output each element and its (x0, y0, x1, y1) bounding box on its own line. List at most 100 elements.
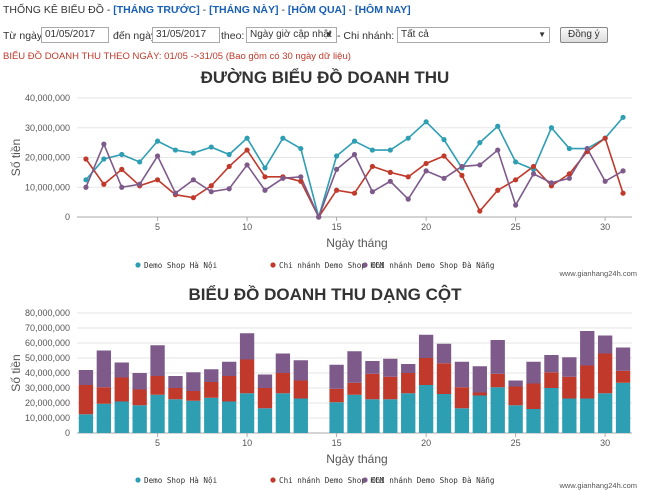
bar-segment (275, 353, 291, 373)
bar-segment (132, 373, 147, 390)
bar-segment (114, 377, 129, 402)
data-point (190, 150, 196, 156)
to-date-input[interactable]: 31/05/2017 (152, 27, 220, 43)
data-point (280, 175, 286, 181)
bar-segment (436, 363, 452, 394)
bar-segment (257, 408, 273, 433)
nav-link-yesterday[interactable]: [HÔM QUA] (287, 4, 346, 16)
bar-segment (168, 399, 183, 433)
group-by-select[interactable]: Ngày giờ cập nhật ▼ (246, 27, 337, 43)
data-point (477, 208, 483, 214)
nav-separator: - (345, 4, 355, 16)
y-tick-label: 60,000,000 (25, 338, 70, 348)
data-point (262, 165, 268, 171)
to-date-label: đến ngày (113, 30, 157, 42)
chevron-down-icon: ▼ (538, 30, 546, 39)
bar-segment (347, 382, 362, 395)
data-point (208, 144, 214, 150)
bar-segment (401, 373, 416, 394)
group-by-value: Ngày giờ cập nhật (250, 29, 332, 40)
bar-segment (615, 382, 631, 433)
bar-segment (615, 347, 631, 371)
bar-segment (597, 393, 613, 433)
bar-segment (150, 376, 165, 395)
bar-segment (96, 350, 112, 388)
bar-segment (418, 334, 434, 358)
legend-entry: Chi nhánh Demo Shop Đà Nẵng (371, 476, 494, 485)
bar-segment (454, 408, 470, 433)
data-point (298, 178, 304, 184)
data-point (351, 138, 358, 144)
bar-segment (78, 414, 94, 433)
legend-marker (270, 477, 276, 483)
bar-segment (96, 387, 112, 404)
nav-link-prev-month[interactable]: [THÁNG TRƯỚC] (113, 4, 200, 16)
chart-title: BIỂU ĐỒ DOANH THU DẠNG CỘT (189, 285, 463, 304)
x-tick-label: 25 (511, 222, 521, 232)
x-tick-label: 10 (242, 438, 252, 448)
branch-select[interactable]: Tất cả ▼ (397, 27, 550, 43)
bar-segment (168, 376, 183, 388)
bar-segment (526, 383, 541, 409)
bar-segment (401, 364, 416, 373)
bar-segment (365, 361, 380, 374)
bar-segment (562, 357, 577, 377)
bar-segment (562, 398, 577, 433)
data-point (262, 187, 268, 193)
data-point (423, 160, 429, 167)
bar-segment (580, 331, 595, 366)
bar-segment (544, 372, 559, 388)
bar-segment (454, 361, 470, 388)
data-point (119, 166, 125, 172)
x-tick-label: 5 (155, 222, 160, 232)
data-point (602, 135, 608, 141)
bar-segment (490, 340, 505, 374)
group-by-label: theo: (221, 30, 245, 42)
nav-link-this-month[interactable]: [THÁNG NÀY] (209, 4, 279, 16)
data-point (369, 163, 376, 170)
bar-segment (293, 360, 308, 381)
legend-marker (135, 477, 141, 483)
from-date-input[interactable]: 01/05/2017 (41, 27, 109, 43)
filter-bar: Từ ngày 01/05/2017 đến ngày 31/05/2017 t… (3, 27, 648, 47)
data-point (190, 195, 196, 201)
bar-segment (186, 372, 201, 391)
bar-segment (347, 394, 362, 433)
data-point (316, 214, 322, 220)
bar-segment (204, 369, 219, 382)
bar-segment (329, 388, 344, 403)
data-point (405, 135, 411, 141)
bar-segment (597, 335, 613, 354)
data-point (333, 153, 340, 159)
chevron-down-icon: ▼ (325, 30, 333, 39)
data-point (244, 135, 250, 141)
bar-segment (150, 394, 165, 433)
bar-segment (436, 394, 452, 433)
data-point (351, 151, 358, 158)
bar-segment (490, 387, 505, 433)
data-point (423, 168, 429, 174)
data-point (244, 162, 250, 168)
data-point (208, 183, 214, 189)
data-point (387, 147, 393, 153)
submit-button[interactable]: Đồng ý (560, 27, 608, 43)
bar-segment (383, 399, 398, 433)
x-tick-label: 20 (421, 222, 431, 232)
data-point (83, 156, 89, 162)
data-point (513, 202, 519, 208)
data-point (137, 181, 143, 187)
bar-segment (418, 385, 434, 433)
bar-segment (526, 361, 541, 384)
bar-segment (96, 403, 112, 433)
data-point (119, 184, 125, 190)
nav-link-today[interactable]: [HÔM NAY] (354, 4, 411, 16)
bar-segment (239, 333, 255, 360)
bar-segment (222, 401, 237, 433)
bar-segment (472, 395, 487, 433)
y-tick-label: 10,000,000 (25, 413, 70, 423)
data-point (602, 178, 608, 184)
bar-segment (257, 388, 273, 409)
x-tick-label: 5 (155, 438, 160, 448)
series-line (85, 116, 624, 220)
summary-text: BIỂU ĐỒ DOANH THU THEO NGÀY: 01/05 ->31/… (3, 51, 351, 62)
